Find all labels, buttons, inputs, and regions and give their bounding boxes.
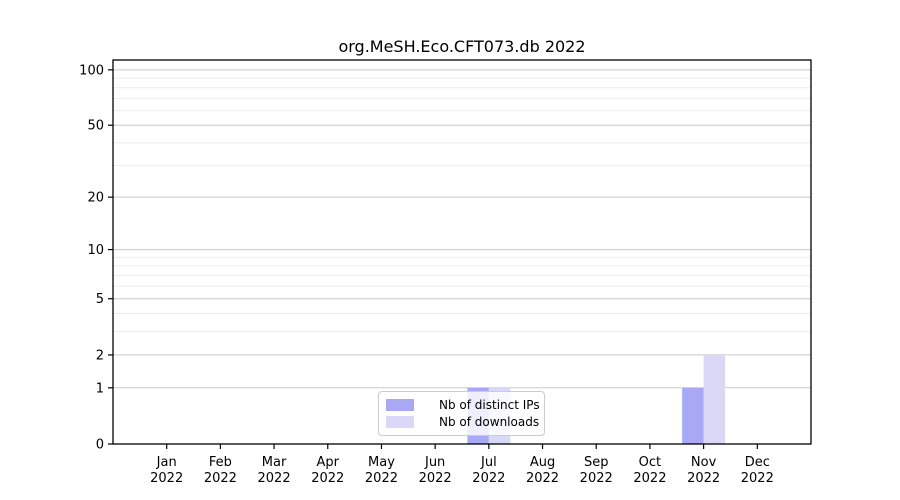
x-tick-label-year-jul: 2022 bbox=[472, 471, 505, 486]
x-tick-label-month-jul: Jul bbox=[480, 455, 497, 470]
x-tick-label-month-may: May bbox=[368, 455, 395, 470]
bar-nov-distinct-ips bbox=[682, 387, 704, 444]
legend-item-distinct-ips: Nb of distinct IPs bbox=[386, 397, 540, 413]
y-tick-label-1: 1 bbox=[96, 381, 104, 396]
legend-swatch-distinct-ips bbox=[386, 398, 414, 411]
legend: Nb of distinct IPs Nb of downloads bbox=[378, 391, 545, 436]
legend-item-downloads: Nb of downloads bbox=[386, 414, 540, 430]
x-tick-label-month-apr: Apr bbox=[317, 455, 340, 470]
legend-label-distinct-ips: Nb of distinct IPs bbox=[439, 397, 540, 412]
x-tick-label-month-jun: Jun bbox=[424, 455, 445, 470]
x-tick-label-year-may: 2022 bbox=[365, 471, 398, 486]
x-tick-label-year-nov: 2022 bbox=[687, 471, 720, 486]
y-tick-label-50: 50 bbox=[87, 119, 104, 134]
y-tick-label-100: 100 bbox=[79, 63, 104, 78]
x-tick-label-month-jan: Jan bbox=[156, 455, 177, 470]
x-tick-label-year-jun: 2022 bbox=[419, 471, 452, 486]
x-tick-label-year-jan: 2022 bbox=[150, 471, 183, 486]
x-tick-label-month-oct: Oct bbox=[639, 455, 661, 470]
y-tick-label-5: 5 bbox=[96, 292, 104, 307]
x-tick-label-month-mar: Mar bbox=[262, 455, 287, 470]
y-tick-label-20: 20 bbox=[87, 191, 104, 206]
x-tick-label-year-sep: 2022 bbox=[580, 471, 613, 486]
x-tick-label-month-aug: Aug bbox=[530, 455, 555, 470]
x-tick-label-month-feb: Feb bbox=[209, 455, 232, 470]
x-tick-label-year-mar: 2022 bbox=[258, 471, 291, 486]
x-tick-label-month-sep: Sep bbox=[584, 455, 609, 470]
legend-label-downloads: Nb of downloads bbox=[439, 415, 540, 430]
y-tick-label-10: 10 bbox=[87, 243, 104, 258]
x-tick-label-month-dec: Dec bbox=[745, 455, 770, 470]
x-tick-label-year-apr: 2022 bbox=[311, 471, 344, 486]
chart-title: org.MeSH.Eco.CFT073.db 2022 bbox=[338, 37, 586, 56]
y-tick-label-0: 0 bbox=[96, 438, 104, 453]
y-tick-label-2: 2 bbox=[96, 348, 104, 363]
x-tick-label-year-feb: 2022 bbox=[204, 471, 237, 486]
x-tick-label-year-oct: 2022 bbox=[633, 471, 666, 486]
x-tick-label-year-dec: 2022 bbox=[741, 471, 774, 486]
plot-border bbox=[112, 59, 812, 445]
bar-nov-downloads bbox=[703, 354, 726, 444]
legend-swatch-downloads bbox=[386, 416, 414, 429]
x-tick-label-year-aug: 2022 bbox=[526, 471, 559, 486]
x-tick-label-month-nov: Nov bbox=[691, 455, 717, 470]
